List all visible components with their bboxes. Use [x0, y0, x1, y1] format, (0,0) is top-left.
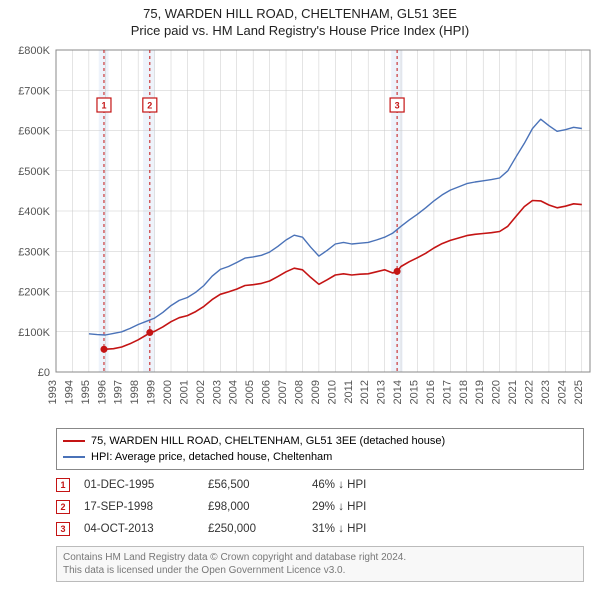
legend-swatch	[63, 456, 85, 458]
x-tick-label: 2009	[310, 380, 322, 404]
sale-marker-number: 3	[395, 101, 400, 111]
x-tick-label: 1996	[96, 380, 108, 404]
x-tick-label: 2022	[523, 380, 535, 404]
sale-dot	[100, 346, 107, 353]
y-tick-label: £100K	[18, 327, 50, 339]
x-tick-label: 2004	[228, 380, 240, 404]
sales-row: 3 04-OCT-2013 £250,000 31% ↓ HPI	[56, 518, 584, 540]
x-tick-label: 2015	[408, 380, 420, 404]
x-tick-label: 2025	[573, 380, 585, 404]
x-tick-label: 2014	[392, 380, 404, 404]
sale-row-diff: 29% ↓ HPI	[312, 501, 402, 513]
title-subtitle: Price paid vs. HM Land Registry's House …	[8, 23, 592, 38]
x-tick-label: 2000	[162, 380, 174, 404]
x-tick-label: 2016	[425, 380, 437, 404]
legend-label: 75, WARDEN HILL ROAD, CHELTENHAM, GL51 3…	[91, 435, 445, 447]
y-tick-label: £600K	[18, 126, 50, 138]
sale-row-marker: 2	[56, 500, 70, 514]
sale-row-price: £56,500	[208, 479, 298, 491]
x-tick-label: 2010	[326, 380, 338, 404]
x-tick-label: 2006	[261, 380, 273, 404]
chart-svg: £0 £100K £200K £300K £400K £500K £600K £700K £80…	[0, 42, 600, 422]
sale-row-price: £250,000	[208, 523, 298, 535]
x-tick-label: 1997	[113, 380, 125, 404]
sale-dot	[146, 329, 153, 336]
footer-line2: This data is licensed under the Open Gov…	[63, 564, 577, 577]
x-tick-label: 2005	[244, 380, 256, 404]
x-tick-label: 2021	[507, 380, 519, 404]
sale-row-marker: 3	[56, 522, 70, 536]
legend-label: HPI: Average price, detached house, Chel…	[91, 451, 332, 463]
legend-swatch	[63, 440, 85, 442]
sale-row-marker: 1	[56, 478, 70, 492]
chart-container: 75, WARDEN HILL ROAD, CHELTENHAM, GL51 3…	[0, 0, 600, 582]
sale-row-date: 01-DEC-1995	[84, 479, 194, 491]
x-tick-label: 1995	[80, 380, 92, 404]
x-tick-label: 2023	[540, 380, 552, 404]
x-tick-label: 1999	[146, 380, 158, 404]
x-tick-label: 2011	[343, 380, 355, 404]
x-tick-label: 2018	[458, 380, 470, 404]
sales-table: 1 01-DEC-1995 £56,500 46% ↓ HPI 2 17-SEP-1998…	[56, 474, 584, 540]
legend: 75, WARDEN HILL ROAD, CHELTENHAM, GL51 3…	[56, 428, 584, 470]
x-tick-label: 2002	[195, 380, 207, 404]
footer-licence: Contains HM Land Registry data © Crown c…	[56, 546, 584, 582]
y-tick-label: £500K	[18, 166, 50, 178]
sale-row-diff: 46% ↓ HPI	[312, 479, 402, 491]
chart-area: £0 £100K £200K £300K £400K £500K £600K £700K £80…	[0, 42, 600, 422]
sale-row-date: 17-SEP-1998	[84, 501, 194, 513]
legend-item: HPI: Average price, detached house, Chel…	[63, 449, 577, 465]
x-tick-label: 2024	[556, 380, 568, 404]
x-tick-label: 2019	[474, 380, 486, 404]
footer-line1: Contains HM Land Registry data © Crown c…	[63, 551, 577, 564]
legend-item: 75, WARDEN HILL ROAD, CHELTENHAM, GL51 3…	[63, 433, 577, 449]
sale-marker-number: 1	[101, 101, 106, 111]
y-tick-label: £300K	[18, 246, 50, 258]
x-tick-label: 2012	[359, 380, 371, 404]
x-tick-label: 2013	[376, 380, 388, 404]
y-tick-label: £0	[38, 367, 50, 379]
y-tick-label: £400K	[18, 206, 50, 218]
sales-row: 2 17-SEP-1998 £98,000 29% ↓ HPI	[56, 496, 584, 518]
x-tick-label: 1998	[129, 380, 141, 404]
sale-dot	[394, 268, 401, 275]
x-tick-label: 2017	[441, 380, 453, 404]
sales-row: 1 01-DEC-1995 £56,500 46% ↓ HPI	[56, 474, 584, 496]
sale-row-diff: 31% ↓ HPI	[312, 523, 402, 535]
x-tick-label: 2007	[277, 380, 289, 404]
x-tick-label: 1993	[47, 380, 59, 404]
sale-marker-number: 2	[147, 101, 152, 111]
y-tick-label: £700K	[18, 85, 50, 97]
x-tick-label: 2001	[178, 380, 190, 404]
sale-row-date: 04-OCT-2013	[84, 523, 194, 535]
x-tick-label: 2003	[211, 380, 223, 404]
series-price_paid	[104, 201, 582, 350]
x-tick-label: 1994	[63, 380, 75, 404]
y-tick-label: £200K	[18, 287, 50, 299]
title-address: 75, WARDEN HILL ROAD, CHELTENHAM, GL51 3…	[8, 6, 592, 21]
sale-row-price: £98,000	[208, 501, 298, 513]
x-tick-label: 2008	[293, 380, 305, 404]
y-tick-label: £800K	[18, 45, 50, 57]
x-tick-label: 2020	[491, 380, 503, 404]
title-block: 75, WARDEN HILL ROAD, CHELTENHAM, GL51 3…	[0, 0, 600, 42]
